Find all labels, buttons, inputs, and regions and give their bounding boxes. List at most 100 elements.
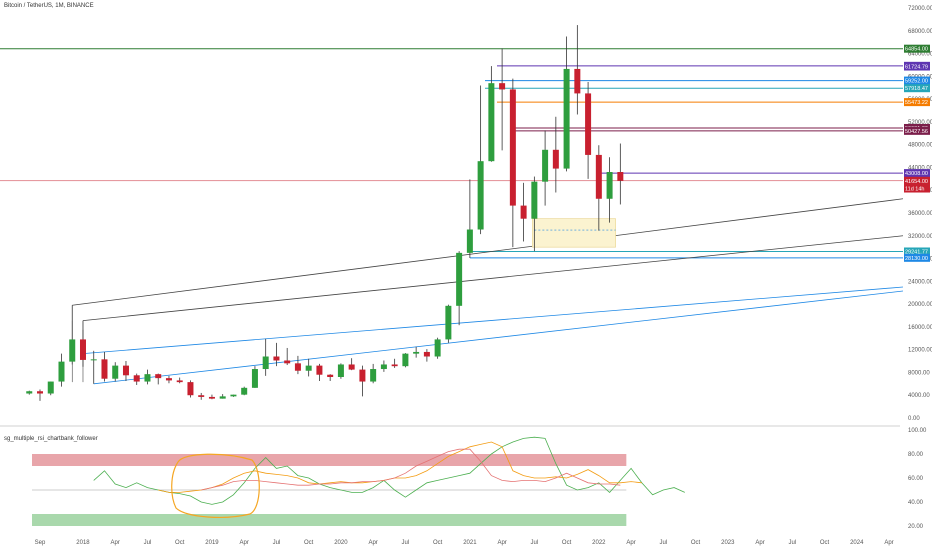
price-axis-tick-label: 48000.00 (908, 143, 932, 149)
candle-body (563, 68, 570, 169)
candle-body (509, 89, 516, 206)
candle-body (316, 365, 323, 375)
rsi-series-line (201, 448, 621, 491)
candle-body (520, 205, 527, 219)
time-axis-label: 2018 (76, 540, 90, 546)
price-axis-tick-label: 52000.00 (908, 120, 932, 126)
candle-body (251, 369, 258, 388)
candle-body (477, 161, 484, 230)
rsi-band (32, 514, 627, 526)
candle-body (380, 364, 387, 370)
price-tag-label: 41654.00 (905, 179, 928, 185)
candle-body (69, 339, 76, 362)
price-axis-tick-label: 20000.00 (908, 302, 932, 308)
price-axis-tick-label: 4000.00 (908, 393, 930, 399)
price-tag-label: 64854.00 (905, 47, 928, 53)
candle-body (542, 149, 549, 182)
rsi-axis-tick-label: 80.00 (908, 452, 924, 458)
price-axis-tick-label: 12000.00 (908, 348, 932, 354)
indicator-title: sg_multiple_rsi_chartbank_follower (4, 436, 98, 442)
candle-body (595, 154, 602, 199)
candle-body (241, 387, 248, 395)
candle-body (434, 339, 441, 357)
time-axis-label: 2022 (592, 540, 606, 546)
time-axis-label: Jul (531, 540, 539, 546)
time-axis-label: Oct (691, 540, 701, 546)
candle-body (327, 374, 334, 377)
candle-body (122, 365, 129, 376)
price-tag-label: 43008.00 (905, 171, 928, 177)
price-tag (904, 176, 930, 185)
time-axis-label: Oct (562, 540, 572, 546)
rsi-axis-tick-label: 100.00 (908, 428, 927, 434)
candle-body (617, 172, 624, 181)
price-tag (904, 253, 930, 262)
price-axis-tick-label: 36000.00 (908, 211, 932, 217)
time-axis-label: Oct (175, 540, 185, 546)
candle-body (531, 181, 538, 219)
trendline (82, 286, 904, 355)
price-tag (904, 247, 930, 256)
price-tag (904, 184, 930, 193)
price-tag-label: 29241.77 (905, 249, 928, 255)
time-axis-label: Oct (304, 540, 314, 546)
price-tag (904, 44, 930, 53)
candle-body (198, 395, 205, 397)
candle-body (176, 380, 183, 383)
candle-body (165, 378, 172, 381)
price-axis-tick-label: 68000.00 (908, 29, 932, 35)
candle-body (337, 364, 344, 377)
time-axis-label: Sep (35, 540, 46, 546)
candle-body (262, 356, 269, 370)
candle-body (348, 364, 355, 370)
candle-body (370, 369, 377, 382)
price-axis-tick-label: 44000.00 (908, 165, 932, 171)
rsi-series-line (158, 441, 642, 493)
price-axis-tick-label: 32000.00 (908, 234, 932, 240)
time-axis-label: Oct (433, 540, 443, 546)
chart-title: Bitcoin / TetherUS, 1M, BINANCE (4, 3, 94, 9)
candle-body (79, 339, 86, 360)
time-axis-label: Jul (144, 540, 152, 546)
time-axis-label: 2024 (850, 540, 864, 546)
candle-body (585, 93, 592, 155)
price-tag (904, 98, 930, 107)
candle-body (101, 359, 108, 379)
price-tag (904, 169, 930, 178)
candle-body (552, 149, 559, 169)
time-axis-label: Jul (273, 540, 281, 546)
rsi-axis-tick-label: 20.00 (908, 524, 924, 530)
time-axis-label: Apr (368, 540, 377, 546)
candle-body (499, 83, 506, 90)
time-axis-label: 2020 (334, 540, 348, 546)
candle-body (208, 396, 215, 399)
time-axis-label: Apr (884, 540, 893, 546)
candle-body (423, 351, 430, 357)
trendline (82, 235, 904, 322)
time-axis-label: 2019 (205, 540, 219, 546)
price-tag-label: 61724.79 (905, 65, 928, 71)
candle-body (413, 351, 420, 354)
candle-body (133, 375, 140, 382)
trendline (72, 198, 904, 306)
price-tag (904, 126, 930, 135)
candle-body (488, 83, 495, 162)
candle-body (284, 360, 291, 364)
rsi-band (32, 454, 627, 466)
candle-body (456, 252, 463, 306)
candle-body (144, 374, 151, 382)
candle-body (187, 382, 194, 396)
price-tag (904, 84, 930, 93)
price-axis-tick-label: 16000.00 (908, 325, 932, 331)
price-axis-tick-label: 24000.00 (908, 279, 932, 285)
candle-body (305, 365, 312, 371)
candle-body (155, 374, 162, 379)
candle-body (26, 391, 33, 394)
candle-body (90, 359, 97, 361)
price-tag-label: 55473.22 (905, 100, 928, 106)
time-axis-label: Jul (659, 540, 667, 546)
time-axis-label: Apr (240, 540, 249, 546)
candle-body (606, 172, 613, 199)
price-axis-tick-label: 64000.00 (908, 52, 932, 58)
